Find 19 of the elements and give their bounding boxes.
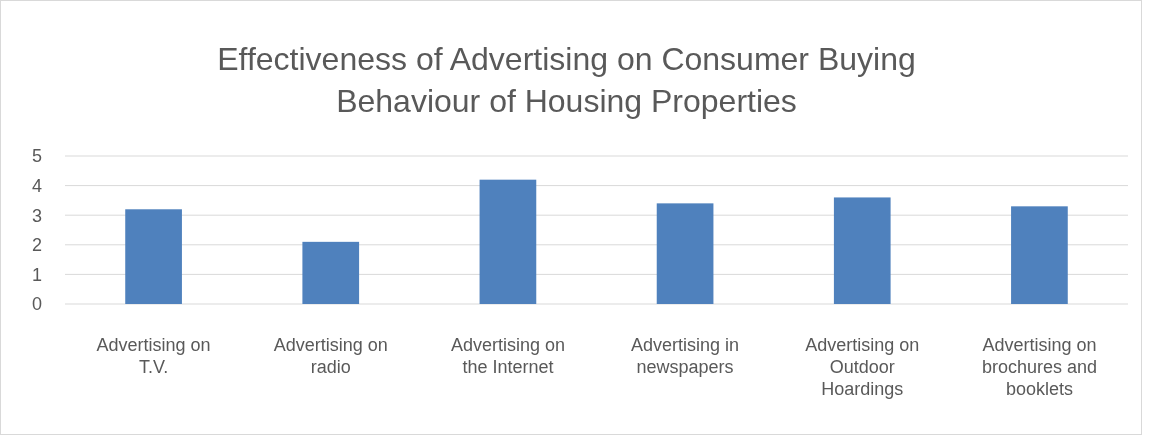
x-tick-label: Advertising on radio [273,335,388,377]
x-tick-label: Advertising on brochures and booklets [981,335,1097,399]
x-tick-label: Advertising on Outdoor Hoardings [805,335,920,399]
bar [1011,206,1068,304]
chart-title: Effectiveness of Advertising on Consumer Buying Behaviour of Housing Properties [217,41,916,119]
bar [302,241,360,304]
x-tick-label: Advertising on the Internet [450,335,565,377]
bar [125,209,182,304]
bar [833,197,891,304]
y-tick-label: 3 [31,205,42,226]
y-tick-label: 4 [31,175,42,196]
bar [479,179,537,304]
y-tick-label: 5 [31,146,42,167]
x-tick-label: Advertising in newspapers [631,335,740,377]
y-tick-label: 1 [31,264,42,285]
y-tick-label: 2 [31,235,42,256]
bar [656,203,714,304]
y-tick-label: 0 [31,294,42,315]
x-tick-label: Advertising on T.V. [96,335,211,377]
